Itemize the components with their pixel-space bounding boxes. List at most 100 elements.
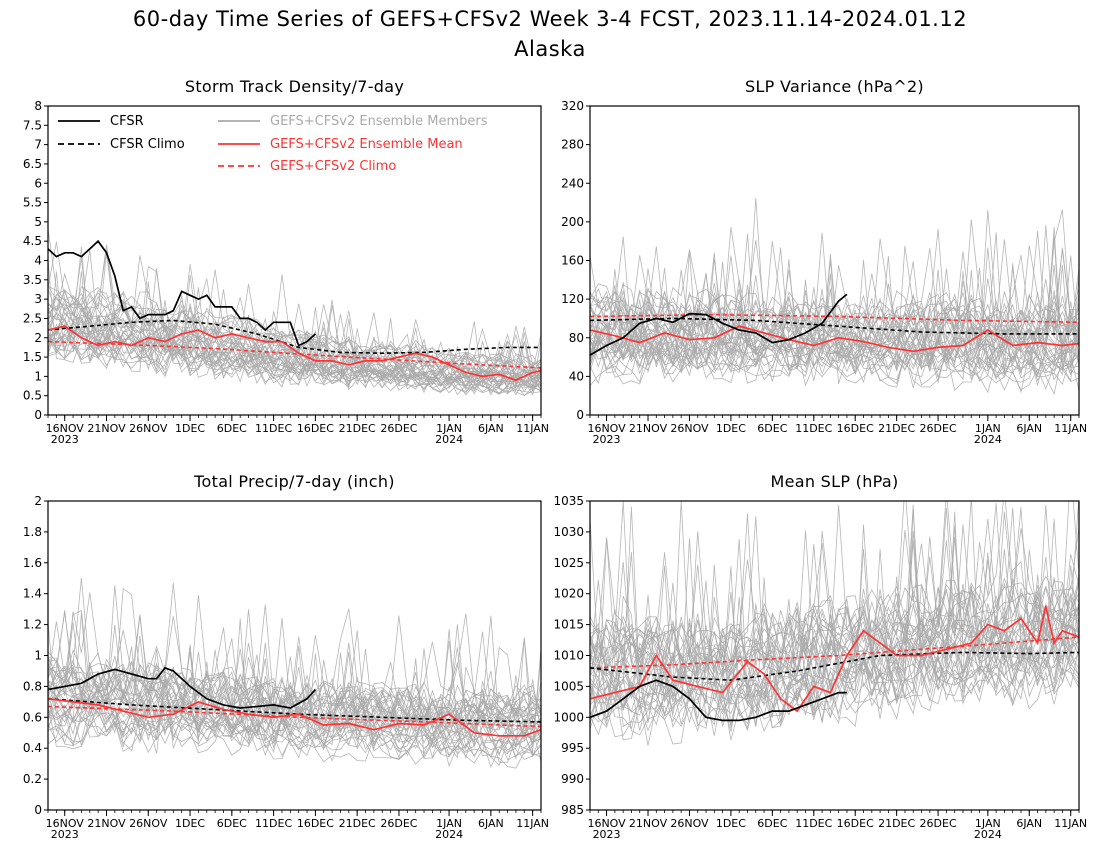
ensemble-member-line [590, 501, 1079, 677]
ensemble-member-line [48, 624, 541, 725]
y-tick-label: 5.5 [23, 196, 42, 210]
legend-label: CFSR [110, 114, 144, 129]
x-tick-year-label: 2024 [974, 433, 1002, 446]
x-tick-label: 21DEC [878, 422, 915, 435]
x-tick-year-label: 2024 [974, 828, 1002, 841]
ensemble-member-line [590, 241, 1079, 336]
figure-title-line2: Alaska [514, 37, 586, 61]
x-tick-year-label: 2023 [593, 828, 621, 841]
ensemble-member-line [590, 209, 1079, 352]
y-tick-label: 4.5 [23, 234, 42, 248]
plot-area [48, 228, 541, 397]
x-tick-label: 16NOV [587, 422, 626, 435]
y-tick-label: 6.5 [23, 157, 42, 171]
ensemble-member-line [590, 596, 1079, 746]
x-tick-label: 21DEC [878, 817, 915, 830]
y-tick-label: 0 [34, 408, 42, 422]
y-tick-label: 280 [561, 138, 584, 152]
y-tick-label: 160 [561, 254, 584, 268]
x-tick-year-label: 2023 [51, 828, 79, 841]
series-gefs-cfsv2-ensemble-mean-line [590, 325, 1079, 353]
ensemble-member-line [590, 232, 1079, 379]
y-tick-label: 1.4 [23, 587, 42, 601]
y-tick-label: 995 [561, 741, 584, 755]
series-gefs-cfsv2-ensemble-mean-line [48, 325, 541, 382]
series-cfsr-climo-line [590, 317, 1079, 335]
y-tick-label: 1020 [553, 587, 584, 601]
ensemble-member-line [590, 509, 1079, 704]
series-gefs-cfsv2-ensemble-mean-line [590, 605, 1079, 713]
panel-title: Storm Track Density/7-day [185, 77, 404, 96]
panel-title: Mean SLP (hPa) [770, 472, 898, 491]
legend: CFSR CFSR Climo GEFS+CFSv2 Ensemble Member… [58, 114, 488, 174]
y-tick-label: 2.5 [23, 311, 42, 325]
x-tick-label: 1DEC [175, 817, 205, 830]
ensemble-member-line [48, 622, 541, 763]
y-tick-label: 0.2 [23, 772, 42, 786]
x-tick-year-label: 2023 [51, 433, 79, 446]
y-tick-label: 0.5 [23, 389, 42, 403]
x-tick-label: 6DEC [217, 817, 247, 830]
ensemble-member-line [48, 587, 541, 720]
series-gefs-cfsv2-climo-line [590, 313, 1079, 324]
ensemble-members [48, 228, 541, 397]
series-cfsr-line [590, 293, 848, 356]
series-cfsr-climo-line [48, 319, 541, 355]
ensemble-members [48, 577, 541, 769]
panel-2: SLP Variance (hPa^2) 0 40 80 120 160 200 240 280… [561, 77, 1087, 446]
legend-label: GEFS+CFSv2 Ensemble Mean [270, 137, 463, 152]
figure-title-line1: 60-day Time Series of GEFS+CFSv2 Week 3-… [132, 7, 968, 31]
x-tick-label: 6JAN [1016, 422, 1042, 435]
x-tick-label: 21NOV [87, 422, 126, 435]
x-tick-label: 11JAN [516, 817, 549, 830]
panel-1: Storm Track Density/7-day 0 0.5 1 1.5 2 2.5 3 3.… [23, 77, 549, 446]
ensemble-member-line [48, 604, 541, 731]
x-tick-label: 11JAN [1054, 422, 1087, 435]
y-tick-label: 2 [34, 494, 42, 508]
ensemble-member-line [590, 603, 1079, 701]
ensemble-member-line [590, 625, 1079, 745]
x-tick-label: 26NOV [670, 817, 709, 830]
x-tick-label: 1DEC [175, 422, 205, 435]
y-tick-label: 0.4 [23, 741, 42, 755]
x-tick-label: 26DEC [380, 422, 417, 435]
legend-label: GEFS+CFSv2 Ensemble Members [270, 114, 488, 129]
y-tick-label: 7 [34, 138, 42, 152]
legend-label: CFSR Climo [110, 137, 185, 152]
x-tick-label: 26NOV [129, 817, 168, 830]
x-tick-label: 11JAN [1054, 817, 1087, 830]
y-tick-label: 0 [34, 803, 42, 817]
x-tick-label: 6DEC [757, 422, 787, 435]
x-tick-label: 1JAN [436, 422, 462, 435]
x-tick-label: 1JAN [436, 817, 462, 830]
ensemble-member-line [590, 538, 1079, 704]
y-tick-label: 80 [569, 331, 584, 345]
x-tick-label: 16DEC [297, 817, 334, 830]
x-tick-year-label: 2024 [435, 828, 463, 841]
y-tick-label: 1025 [553, 556, 584, 570]
ensemble-member-line [590, 245, 1079, 338]
y-tick-label: 1.8 [23, 525, 42, 539]
y-tick-label: 1.5 [23, 350, 42, 364]
panel-title: Total Precip/7-day (inch) [193, 472, 395, 491]
ensemble-member-line [48, 618, 541, 721]
ensemble-member-line [48, 612, 541, 720]
y-tick-label: 1 [34, 369, 42, 383]
ensemble-member-line [590, 228, 1079, 369]
x-tick-label: 11DEC [795, 422, 832, 435]
ensemble-member-line [48, 319, 541, 391]
x-tick-label: 6JAN [1016, 817, 1042, 830]
panel-title: SLP Variance (hPa^2) [745, 77, 924, 96]
legend-label: GEFS+CFSv2 Climo [270, 159, 396, 174]
y-tick-label: 1005 [553, 679, 584, 693]
y-tick-label: 1010 [553, 649, 584, 663]
ensemble-member-line [48, 687, 541, 768]
y-tick-label: 1035 [553, 494, 584, 508]
x-tick-label: 26DEC [380, 817, 417, 830]
series-gefs-cfsv2-climo-line [590, 636, 1079, 669]
